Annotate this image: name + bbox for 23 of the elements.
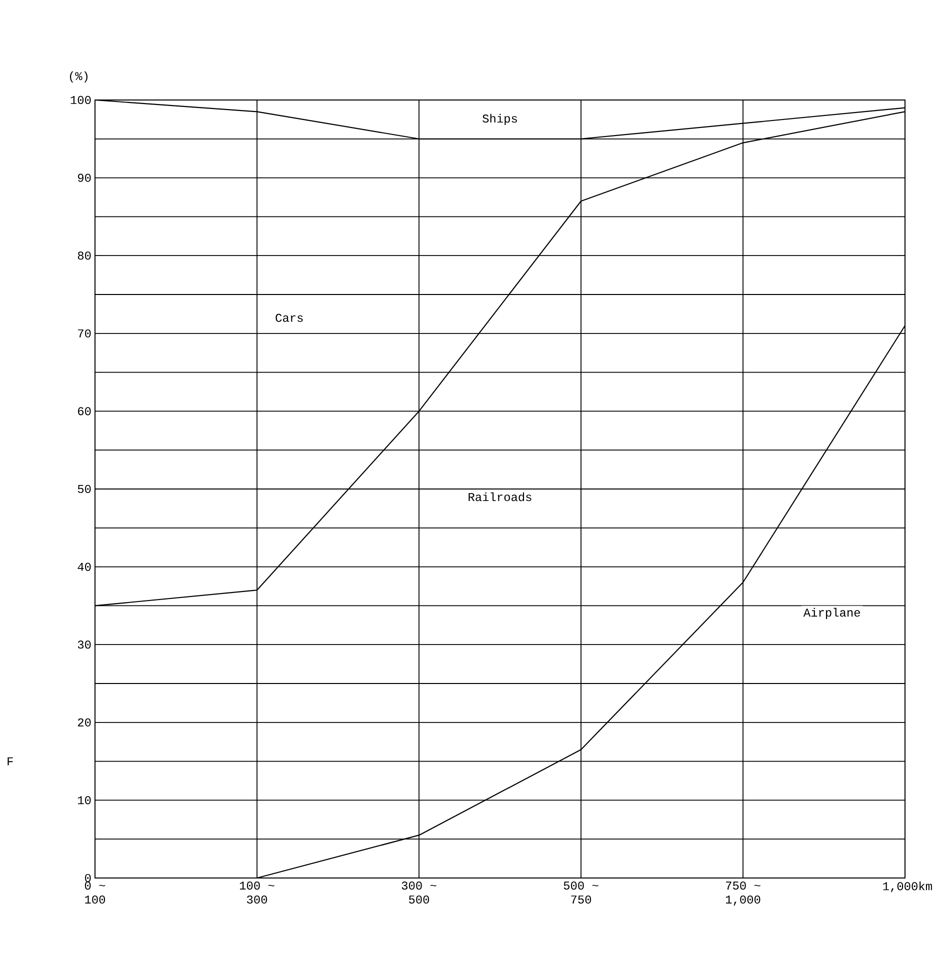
annotation: Railroads xyxy=(468,492,532,502)
y-tick-label: 60 xyxy=(78,407,91,416)
x-tick-label: 750 ~ 1,000 xyxy=(726,882,760,906)
y-tick-label: 0 xyxy=(85,874,91,882)
annotation: Ships xyxy=(482,114,517,126)
x-tick-label: 0 ~ 100 xyxy=(84,882,106,904)
y-tick-label: 70 xyxy=(78,329,91,338)
x-tick-label: 300 ~ 500 xyxy=(402,882,436,904)
x-tick-label: 1,000km xyxy=(883,882,932,892)
y-axis-title: (%) xyxy=(70,71,88,83)
y-tick-label: 30 xyxy=(78,640,91,649)
y-tick-label: 80 xyxy=(78,252,91,260)
y-tick-label: 20 xyxy=(78,718,91,726)
y-tick-label: 100 xyxy=(70,96,91,104)
x-tick-label: 100 ~ 300 xyxy=(240,882,274,904)
annotation: Airplane xyxy=(803,608,860,620)
y-tick-label: 90 xyxy=(78,174,91,182)
y-tick-label: 40 xyxy=(78,562,91,571)
x-tick-label: 500 ~ 750 xyxy=(564,882,598,904)
y-tick-label: 10 xyxy=(78,796,91,804)
y-tick-label: 50 xyxy=(78,484,91,494)
annotation: Cars xyxy=(276,314,303,322)
text: F xyxy=(8,757,13,766)
